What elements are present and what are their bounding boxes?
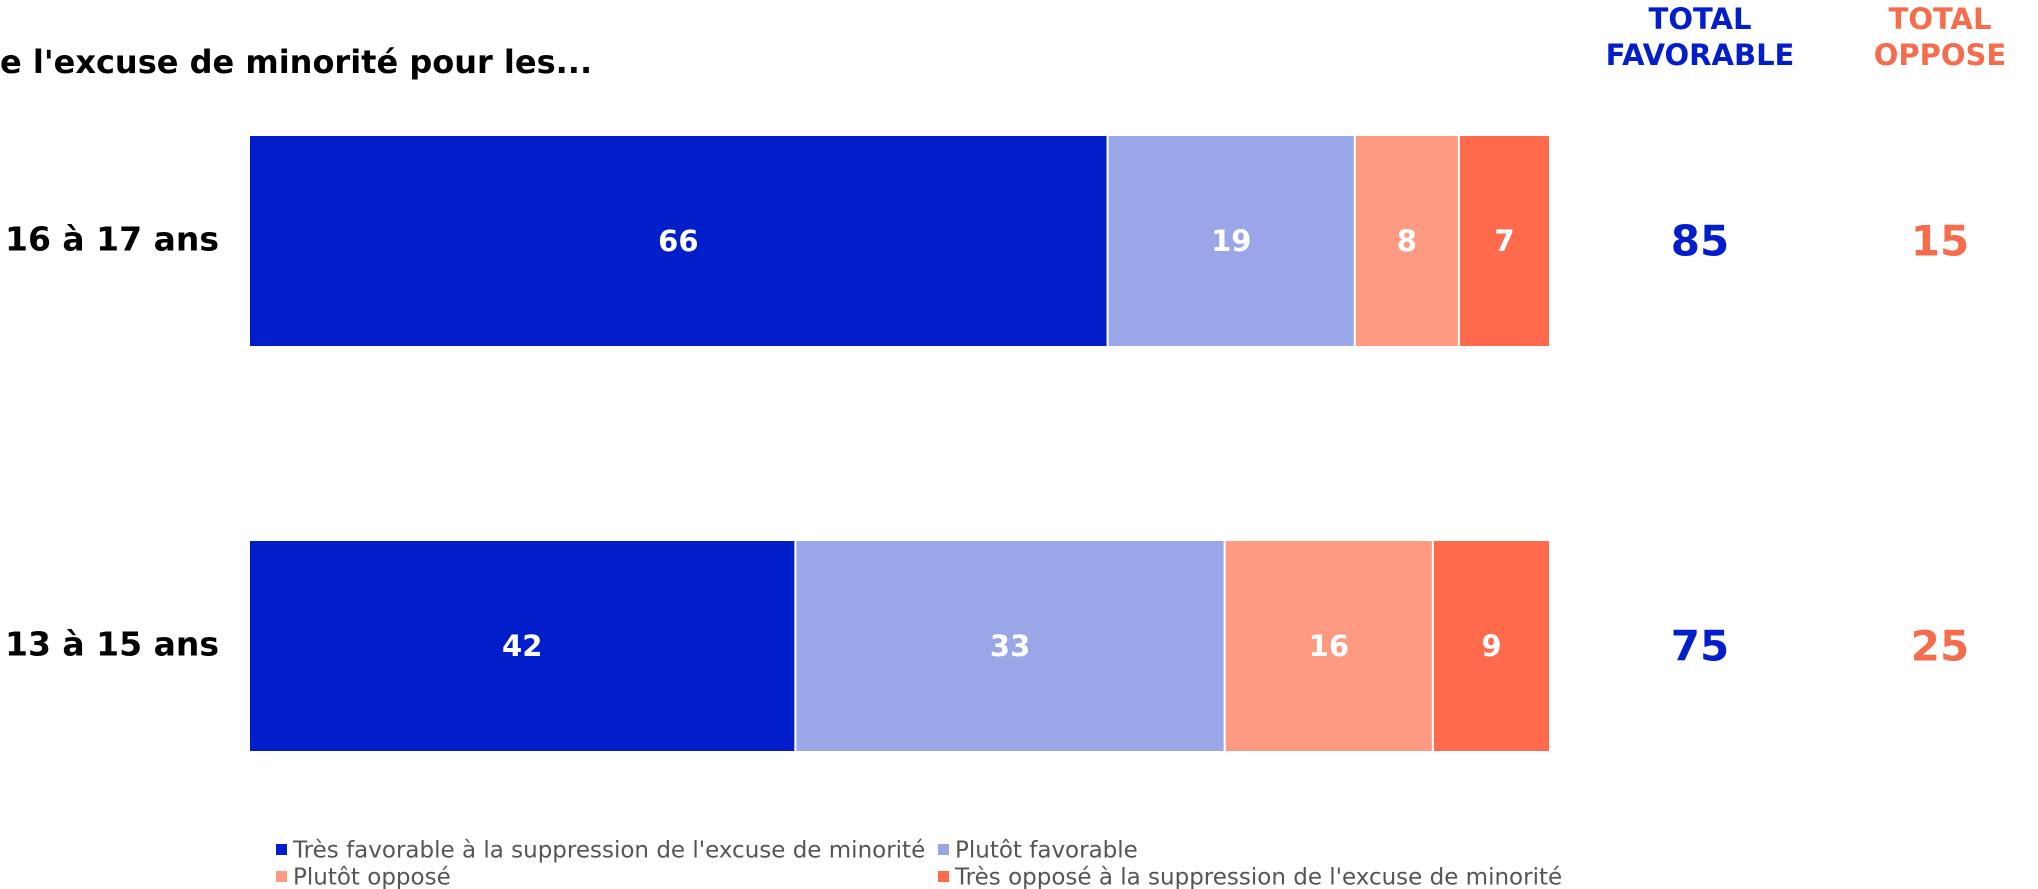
bar-segment bbox=[1223, 539, 1434, 753]
legend-swatch bbox=[276, 871, 287, 882]
legend-swatch bbox=[938, 844, 949, 855]
data-label: 66 bbox=[658, 224, 698, 258]
total-header: OPPOSE bbox=[1874, 38, 2007, 72]
data-label: 33 bbox=[990, 629, 1030, 663]
data-label: 16 bbox=[1309, 629, 1349, 663]
legend-swatch bbox=[938, 871, 949, 882]
total-header: TOTAL bbox=[1649, 2, 1752, 36]
data-label: 7 bbox=[1494, 224, 1514, 258]
data-label: 19 bbox=[1211, 224, 1251, 258]
total-value: 25 bbox=[1911, 622, 1969, 671]
category-label: 16 à 17 ans bbox=[5, 220, 219, 259]
total-header: TOTAL bbox=[1889, 2, 1992, 36]
legend-label: Plutôt opposé bbox=[293, 865, 451, 889]
chart-title: e l'excuse de minorité pour les... bbox=[0, 43, 592, 81]
data-label: 42 bbox=[502, 629, 542, 663]
bar-segment bbox=[248, 539, 797, 753]
bar-segment bbox=[1457, 134, 1552, 348]
data-label: 8 bbox=[1397, 224, 1417, 258]
bar-segment bbox=[248, 134, 1109, 348]
legend-swatch bbox=[276, 844, 287, 855]
total-value: 85 bbox=[1671, 217, 1729, 266]
category-label: 13 à 15 ans bbox=[5, 625, 219, 664]
legend-label: Très opposé à la suppression de l'excuse… bbox=[954, 865, 1562, 889]
bar-segment bbox=[1106, 134, 1356, 348]
bar-segment bbox=[1431, 539, 1552, 753]
legend-label: Plutôt favorable bbox=[955, 838, 1138, 864]
bar-segment bbox=[1353, 134, 1460, 348]
total-value: 75 bbox=[1671, 622, 1729, 671]
total-header: FAVORABLE bbox=[1606, 38, 1795, 72]
total-value: 15 bbox=[1911, 217, 1969, 266]
data-label: 9 bbox=[1481, 629, 1501, 663]
bar-segment bbox=[794, 539, 1226, 753]
legend-label: Très favorable à la suppression de l'exc… bbox=[292, 838, 925, 864]
